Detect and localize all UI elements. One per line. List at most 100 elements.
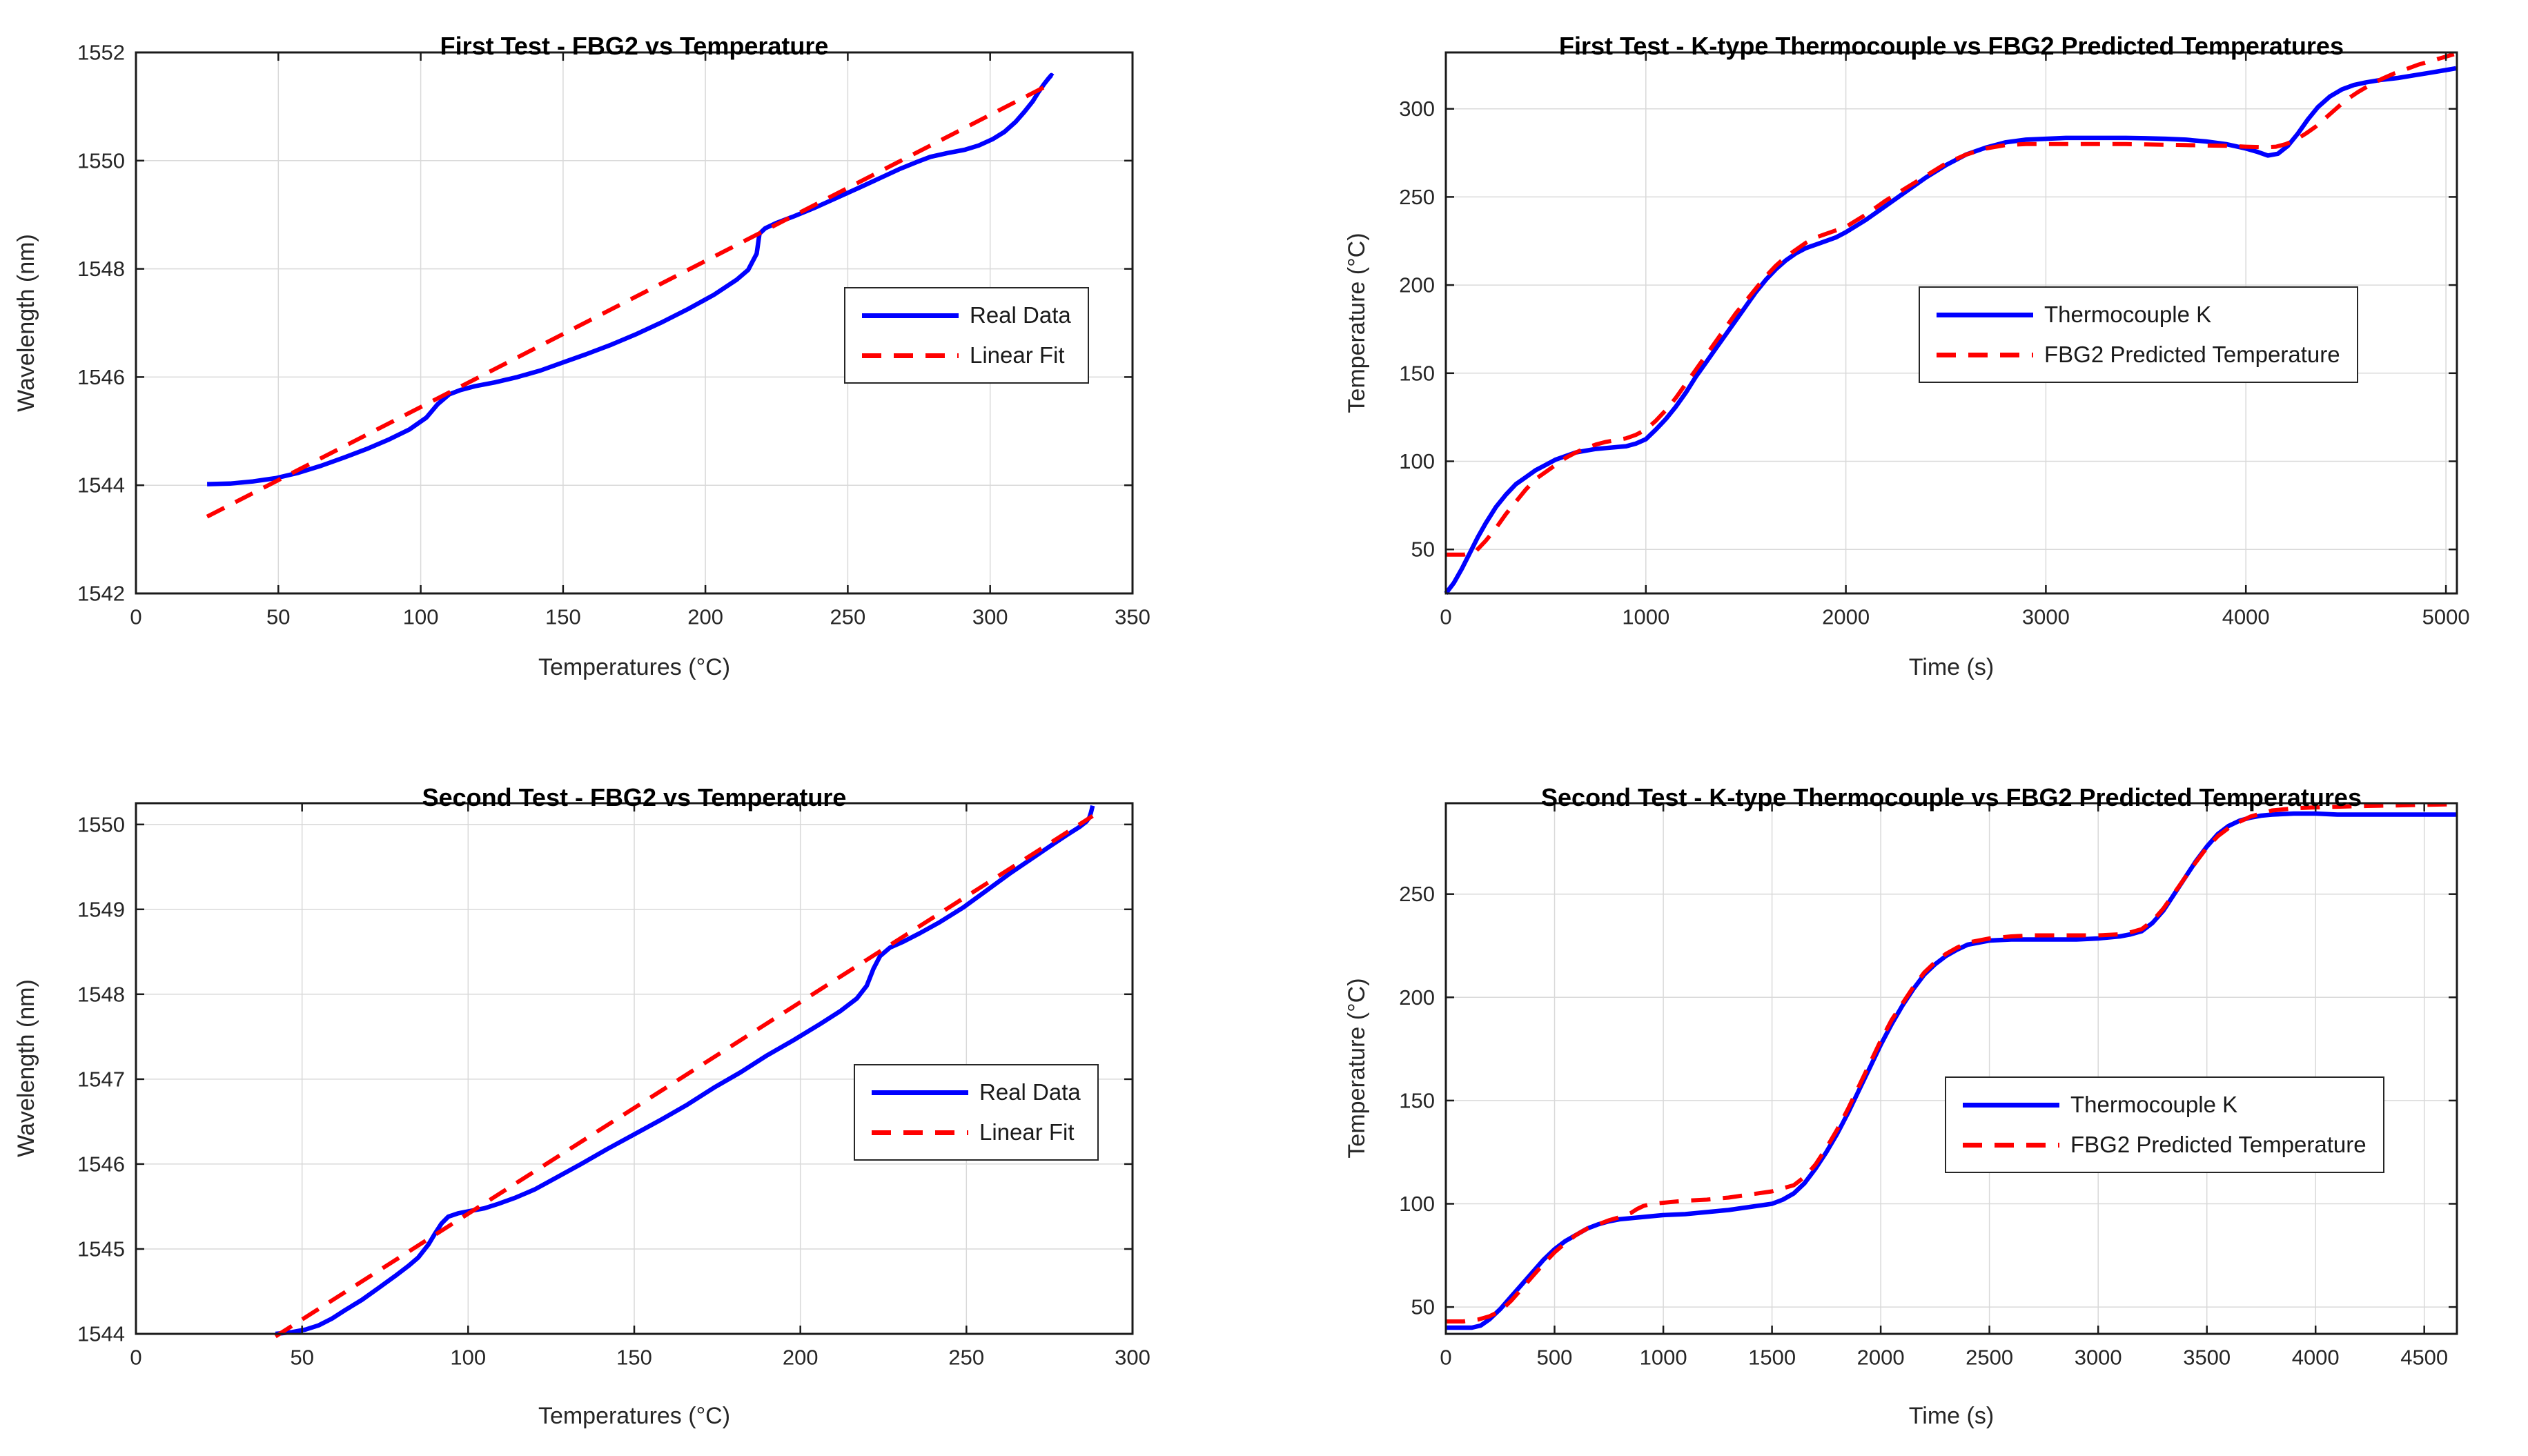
tick-marks <box>135 803 1134 1335</box>
svg-text:100: 100 <box>450 1345 486 1369</box>
svg-text:350: 350 <box>1115 604 1150 629</box>
series-real-data <box>275 805 1095 1337</box>
svg-text:1550: 1550 <box>77 812 125 836</box>
svg-text:1542: 1542 <box>77 582 125 606</box>
tick-marks <box>1444 52 2457 593</box>
y-axis-label: Temperature (°C) <box>1344 978 1370 1159</box>
y-tick-labels: 50 100 150 200 250 300 <box>1399 97 1435 562</box>
svg-text:1552: 1552 <box>77 41 125 65</box>
chart-canvas: 0 1000 2000 3000 4000 5000 50 100 150 200 250 300 <box>1399 51 2470 629</box>
svg-text:100: 100 <box>1399 449 1435 473</box>
chart-title: First Test - K-type Thermocouple vs FBG2… <box>1559 31 2344 60</box>
svg-text:4000: 4000 <box>2222 604 2270 629</box>
x-axis-label: Temperatures (°C) <box>538 654 731 680</box>
legend-line-sample <box>1937 312 2033 317</box>
svg-text:1000: 1000 <box>1622 604 1669 629</box>
series-real-data <box>207 72 1055 486</box>
svg-text:250: 250 <box>948 1345 984 1369</box>
axes-box <box>1444 802 2458 1335</box>
legend-item-label: Thermocouple K <box>2070 1092 2238 1117</box>
y-axis-label: Wavelength (nm) <box>13 979 39 1157</box>
svg-text:200: 200 <box>783 1345 819 1369</box>
svg-text:150: 150 <box>1399 361 1435 385</box>
legend-item: Thermocouple K <box>1963 1092 2367 1118</box>
svg-text:1544: 1544 <box>77 473 125 498</box>
svg-text:1546: 1546 <box>77 1152 125 1176</box>
plot-second-test-thermocouple-vs-fbg2: Second Test - K-type Thermocouple vs FBG… <box>1263 728 2528 1456</box>
svg-text:100: 100 <box>403 604 439 629</box>
chart-title: First Test - FBG2 vs Temperature <box>440 31 829 60</box>
x-axis-label: Time (s) <box>1908 1403 1995 1429</box>
series-linear-fit <box>274 814 1094 1339</box>
legend: Real Data Linear Fit <box>844 287 1089 384</box>
svg-text:150: 150 <box>1399 1088 1435 1112</box>
x-axis-label: Time (s) <box>1908 654 1995 680</box>
svg-text:2000: 2000 <box>1822 604 1870 629</box>
svg-text:1550: 1550 <box>77 148 125 173</box>
x-tick-labels: 0 1000 2000 3000 4000 5000 <box>1440 604 2469 629</box>
svg-text:1500: 1500 <box>1748 1345 1796 1369</box>
legend-line-sample <box>872 1090 968 1095</box>
series-thermocouple-k <box>1446 811 2457 1330</box>
svg-text:1000: 1000 <box>1640 1345 1687 1369</box>
svg-text:250: 250 <box>830 604 866 629</box>
legend-item: Real Data <box>862 302 1071 328</box>
svg-text:50: 50 <box>1411 1295 1435 1319</box>
legend-item: FBG2 Predicted Temperature <box>1963 1132 2367 1158</box>
legend-item-label: FBG2 Predicted Temperature <box>2070 1132 2367 1157</box>
legend-line-sample <box>872 1130 968 1135</box>
svg-text:150: 150 <box>545 604 581 629</box>
legend-item-label: Linear Fit <box>970 342 1065 368</box>
svg-text:3500: 3500 <box>2183 1345 2231 1369</box>
legend-item: Real Data <box>872 1079 1081 1105</box>
svg-text:2500: 2500 <box>1966 1345 2013 1369</box>
legend-line-sample <box>862 313 959 318</box>
svg-text:0: 0 <box>130 604 141 629</box>
y-tick-labels: 1544 1545 1546 1547 1548 1549 1550 <box>77 812 125 1346</box>
axes-box <box>135 51 1134 595</box>
legend-item-label: Real Data <box>979 1079 1081 1105</box>
svg-text:4000: 4000 <box>2292 1345 2340 1369</box>
plot-first-test-thermocouple-vs-fbg2: First Test - K-type Thermocouple vs FBG2… <box>1263 0 2528 728</box>
legend-item: Linear Fit <box>862 342 1071 368</box>
svg-text:300: 300 <box>1399 97 1435 121</box>
svg-text:50: 50 <box>266 604 290 629</box>
svg-text:150: 150 <box>616 1345 652 1369</box>
y-tick-labels: 1542 1544 1546 1548 1550 1552 <box>77 41 125 606</box>
legend-item-label: FBG2 Predicted Temperature <box>2044 342 2340 367</box>
tick-marks <box>1444 803 2457 1334</box>
data-series <box>1444 52 2457 595</box>
svg-text:1549: 1549 <box>77 897 125 921</box>
svg-text:2000: 2000 <box>1857 1345 1905 1369</box>
chart-title: Second Test - FBG2 vs Temperature <box>422 783 847 811</box>
svg-text:1545: 1545 <box>77 1237 125 1261</box>
y-tick-labels: 50 100 150 200 250 <box>1399 882 1435 1319</box>
chart-title: Second Test - K-type Thermocouple vs FBG… <box>1541 783 2362 811</box>
svg-text:500: 500 <box>1537 1345 1573 1369</box>
legend-line-sample <box>1937 352 2033 357</box>
series-fbg2-predicted-temperature <box>1446 52 2455 557</box>
legend-item: FBG2 Predicted Temperature <box>1937 342 2340 368</box>
legend: Real Data Linear Fit <box>854 1064 1099 1161</box>
svg-text:250: 250 <box>1399 882 1435 906</box>
chart-canvas: 0 500 1000 1500 2000 2500 3000 3500 4000 4500 50 10… <box>1399 802 2458 1369</box>
svg-text:0: 0 <box>1440 604 1451 629</box>
svg-text:1548: 1548 <box>77 257 125 281</box>
data-series <box>206 72 1055 519</box>
svg-text:200: 200 <box>1399 273 1435 297</box>
svg-text:3000: 3000 <box>2022 604 2070 629</box>
svg-text:1544: 1544 <box>77 1322 125 1346</box>
legend-line-sample <box>1963 1102 2059 1108</box>
chart-canvas: 0 50 100 150 200 250 3001544154515461547154815… <box>77 802 1150 1369</box>
data-series <box>1446 802 2458 1330</box>
svg-text:1548: 1548 <box>77 982 125 1006</box>
x-tick-labels: 0 50 100 150 200 250 300 <box>130 1345 1150 1369</box>
chart-canvas: 0 50 100 150 200 250 300 350 1542 1544 1546 1548 155… <box>77 41 1150 629</box>
svg-text:250: 250 <box>1399 185 1435 209</box>
legend: Thermocouple K FBG2 Predicted Temperatur… <box>1945 1076 2384 1173</box>
svg-text:50: 50 <box>1411 538 1435 562</box>
svg-text:4500: 4500 <box>2400 1345 2448 1369</box>
legend-item: Linear Fit <box>872 1119 1081 1145</box>
legend-line-sample <box>862 353 959 358</box>
